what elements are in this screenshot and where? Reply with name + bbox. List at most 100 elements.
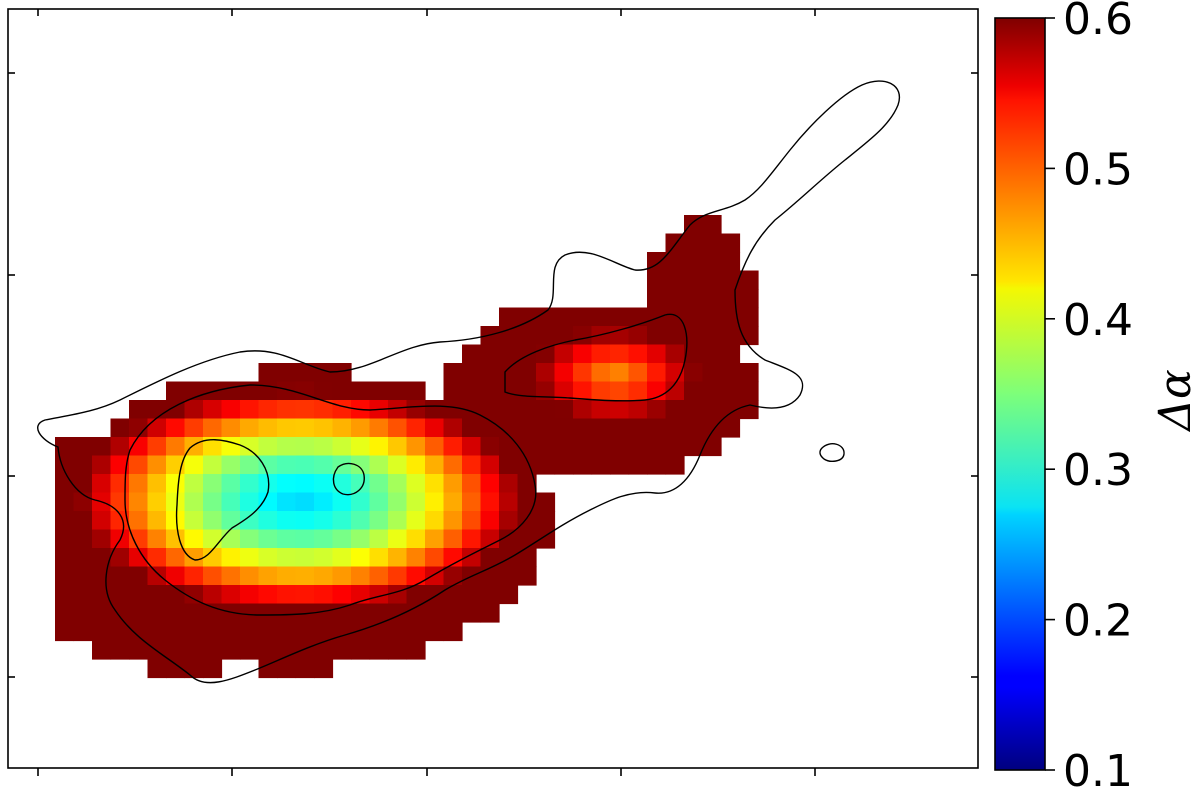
heatmap-cell xyxy=(665,289,685,309)
heatmap-cell xyxy=(203,511,223,531)
heatmap-cell xyxy=(314,659,334,679)
heatmap-cell xyxy=(684,363,704,383)
heatmap-cell xyxy=(221,585,241,605)
heatmap-cell xyxy=(628,363,648,383)
heatmap-cell xyxy=(314,603,334,623)
heatmap-cell xyxy=(628,400,648,420)
heatmap-cell xyxy=(721,289,741,309)
heatmap-cell xyxy=(517,511,537,531)
heatmap-cell xyxy=(203,474,223,494)
heatmap-cell xyxy=(462,400,482,420)
heatmap-cell xyxy=(258,418,278,438)
heatmap-cell xyxy=(166,492,186,512)
heatmap-cell xyxy=(184,585,204,605)
heatmap-cell xyxy=(184,659,204,679)
heatmap-cell xyxy=(332,511,352,531)
heatmap-cell xyxy=(462,381,482,401)
heatmap-cell xyxy=(332,437,352,457)
heatmap-cell xyxy=(314,548,334,568)
heatmap-cell xyxy=(110,474,130,494)
contour-line xyxy=(175,439,270,561)
heatmap-cell xyxy=(665,400,685,420)
heatmap-cell xyxy=(554,344,574,364)
heatmap-cell xyxy=(517,363,537,383)
heatmap-cell xyxy=(647,437,667,457)
heatmap-cell xyxy=(425,418,445,438)
heatmap-cell xyxy=(314,511,334,531)
heatmap-cell xyxy=(647,270,667,290)
heatmap-cell xyxy=(221,603,241,623)
heatmap-cell xyxy=(221,548,241,568)
heatmap-cell xyxy=(369,511,389,531)
heatmap-cell xyxy=(314,529,334,549)
heatmap-cell xyxy=(277,585,297,605)
heatmap-cell xyxy=(702,289,722,309)
heatmap-cell xyxy=(203,437,223,457)
contour-line xyxy=(37,80,901,684)
heatmap-cell xyxy=(240,622,260,642)
heatmap-cell xyxy=(684,307,704,327)
heatmap-cell xyxy=(277,492,297,512)
heatmap-cell xyxy=(536,529,556,549)
heatmap-cell xyxy=(499,455,519,475)
heatmap-cell xyxy=(166,622,186,642)
heatmap-cell xyxy=(554,381,574,401)
heatmap-cell xyxy=(166,511,186,531)
heatmap-cell xyxy=(517,529,537,549)
heatmap-cell xyxy=(573,307,593,327)
heatmap-cell xyxy=(277,603,297,623)
heatmap-cell xyxy=(443,511,463,531)
heatmap-cell xyxy=(240,529,260,549)
heatmap-cell xyxy=(665,381,685,401)
heatmap-cell xyxy=(129,529,149,549)
heatmap-cell xyxy=(351,603,371,623)
heatmap-cell xyxy=(258,381,278,401)
heatmap-cell xyxy=(369,492,389,512)
heatmap-cell xyxy=(480,363,500,383)
heatmap-cell xyxy=(129,492,149,512)
heatmap-cell xyxy=(277,437,297,457)
heatmap-cell xyxy=(721,326,741,346)
heatmap-cell xyxy=(351,548,371,568)
colorbar-tick-label: 0.2 xyxy=(1063,596,1133,647)
heatmap-cell xyxy=(388,640,408,660)
heatmap-cell xyxy=(221,381,241,401)
heatmap-cell xyxy=(721,252,741,272)
heatmap-cell xyxy=(443,474,463,494)
heatmap-cell xyxy=(147,622,167,642)
heatmap-cell xyxy=(406,474,426,494)
heatmap-cell xyxy=(591,455,611,475)
heatmap-cell xyxy=(499,511,519,531)
heatmap-cell xyxy=(221,529,241,549)
heatmap-cell xyxy=(203,659,223,679)
heatmap-cell xyxy=(129,548,149,568)
heatmap-cell xyxy=(462,492,482,512)
heatmap-cell xyxy=(517,492,537,512)
heatmap-cell xyxy=(647,455,667,475)
heatmap-cell xyxy=(73,603,93,623)
heatmap-cell xyxy=(702,215,722,235)
heatmap-cell xyxy=(295,529,315,549)
heatmap-cell xyxy=(73,511,93,531)
heatmap-cell xyxy=(110,640,130,660)
colorbar xyxy=(994,17,1046,771)
heatmap-cell xyxy=(665,455,685,475)
heatmap-cell xyxy=(591,381,611,401)
heatmap-cell xyxy=(739,400,759,420)
heatmap-cell xyxy=(240,640,260,660)
heatmap-cell xyxy=(295,659,315,679)
heatmap-cell xyxy=(55,622,75,642)
heatmap-cell xyxy=(295,548,315,568)
heatmap-cell xyxy=(499,381,519,401)
heatmap-cell xyxy=(684,381,704,401)
heatmap-cell xyxy=(425,474,445,494)
heatmap-cell xyxy=(388,511,408,531)
heatmap-cell xyxy=(721,418,741,438)
colorbar-ticks: 0.1 0.2 0.3 0.4 0.5 0.6 xyxy=(1045,0,1133,796)
heatmap-cell xyxy=(258,437,278,457)
heatmap-cell xyxy=(92,622,112,642)
heatmap-cell xyxy=(295,492,315,512)
heatmap-cell xyxy=(351,455,371,475)
heatmap-cell xyxy=(684,400,704,420)
heatmap-cell xyxy=(240,455,260,475)
